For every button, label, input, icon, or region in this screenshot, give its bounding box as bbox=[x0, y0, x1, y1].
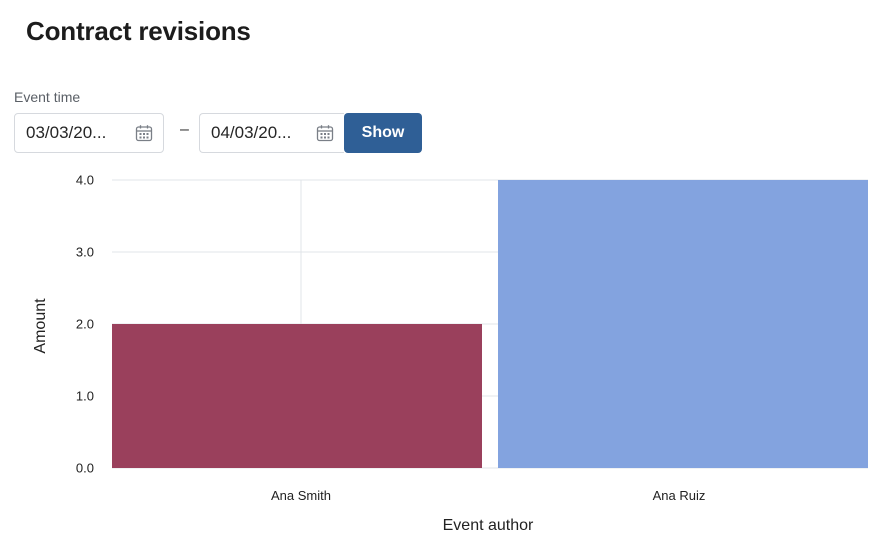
event-time-label: Event time bbox=[14, 89, 81, 105]
x-axis-title: Event author bbox=[443, 517, 534, 534]
page-title: Contract revisions bbox=[26, 16, 251, 46]
y-tick-label: 0.0 bbox=[76, 461, 94, 476]
date-to-field[interactable]: 04/03/20... bbox=[199, 113, 344, 153]
y-tick-label: 4.0 bbox=[76, 173, 94, 188]
calendar-icon[interactable] bbox=[316, 124, 334, 142]
bar-chart: 0.0 1.0 2.0 3.0 4.0 Ana Smith Ana Ruiz Event au… bbox=[32, 173, 868, 534]
x-tick-label: Ana Ruiz bbox=[653, 488, 706, 503]
date-to-value: 04/03/20... bbox=[211, 123, 292, 142]
y-tick-label: 3.0 bbox=[76, 245, 94, 260]
y-tick-label: 1.0 bbox=[76, 389, 94, 404]
date-from-value: 03/03/20... bbox=[26, 123, 107, 142]
chart-container: 0.0 1.0 2.0 3.0 4.0 Ana Smith Ana Ruiz Event au… bbox=[0, 160, 885, 539]
y-axis-title: Amount bbox=[32, 298, 49, 354]
bar bbox=[112, 324, 482, 468]
x-tick-label: Ana Smith bbox=[271, 488, 331, 503]
bar bbox=[498, 180, 868, 468]
range-separator: – bbox=[180, 121, 189, 138]
show-button[interactable]: Show bbox=[344, 113, 422, 153]
calendar-icon[interactable] bbox=[135, 124, 153, 142]
date-from-field[interactable]: 03/03/20... bbox=[14, 113, 164, 153]
y-tick-label: 2.0 bbox=[76, 317, 94, 332]
